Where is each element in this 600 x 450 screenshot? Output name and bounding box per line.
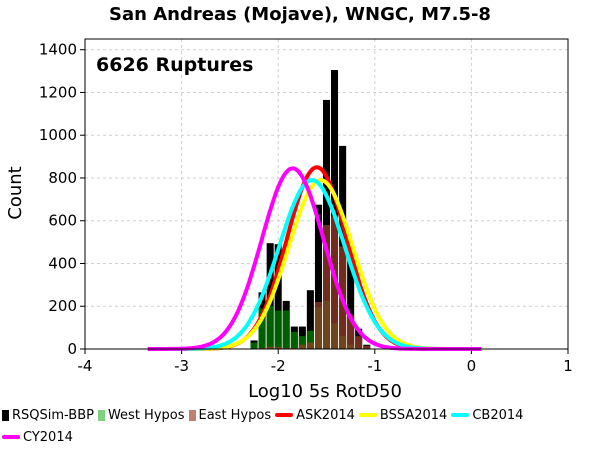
legend-item-rsqsim: RSQSim-BBP (2, 408, 94, 423)
legend-label-east-hypos: East Hypos (198, 407, 272, 423)
x-axis-label: Log10 5s RotD50 (248, 381, 402, 402)
east-hypos-bar (347, 314, 355, 349)
x-tick-label: -3 (174, 357, 189, 375)
x-tick-label: -1 (367, 357, 382, 375)
east-hypos-bar (290, 347, 298, 349)
legend-swatch-rsqsim (2, 409, 9, 421)
cy2014-curve (147, 166, 482, 351)
y-tick-label: 1200 (39, 83, 77, 101)
y-tick-label: 800 (48, 169, 77, 187)
legend-item-bssa2014: BSSA2014 (358, 407, 448, 423)
east-hypos-bar (322, 225, 331, 349)
legend-label-cb2014: CB2014 (472, 407, 524, 423)
west-hypos-bar (266, 306, 274, 349)
east-hypos-bar (355, 336, 363, 349)
legend-item-cy2014: CY2014 (2, 430, 73, 445)
legend-row-1: RSQSim-BBP West Hypos East Hypos ASK2014… (0, 404, 600, 426)
east-hypos-bar (306, 342, 314, 349)
y-tick-label: 1000 (39, 126, 77, 144)
rsqsim-bar (306, 290, 314, 349)
x-tick-label: -2 (271, 357, 286, 375)
east-hypos-bar (258, 347, 266, 349)
legend-label-west-hypos: West Hypos (107, 407, 185, 423)
rsqsim-bar (322, 99, 331, 350)
ask2014-curve (147, 165, 482, 351)
x-tick-label: 1 (563, 357, 573, 375)
legend: RSQSim-BBP West Hypos East Hypos ASK2014… (0, 404, 600, 448)
east-hypos-bar (363, 345, 371, 349)
west-hypos-bar (306, 330, 314, 349)
gmpe-curves (147, 165, 482, 351)
east-hypos-bar (314, 301, 323, 349)
y-tick-label: 200 (48, 297, 77, 315)
west-hypos-bar (290, 331, 298, 349)
x-tick-label: 0 (467, 357, 477, 375)
y-tick-label: 600 (48, 212, 77, 230)
east-hypos-bar (298, 344, 306, 349)
east-hypos-bar (266, 346, 274, 349)
west-hypos-bar (250, 342, 258, 349)
rsqsim-bar (347, 260, 355, 349)
west-hypos-bar (282, 310, 290, 349)
legend-swatch-ask2014 (275, 413, 294, 417)
legend-item-east-hypos: East Hypos (188, 407, 272, 423)
y-tick-label: 400 (48, 254, 77, 272)
chart-title: San Andreas (Mojave), WNGC, M7.5-8 (109, 4, 491, 25)
rupture-count-annotation: 6626 Ruptures (96, 54, 253, 76)
legend-swatch-cy2014 (2, 435, 20, 439)
legend-label-cy2014: CY2014 (23, 429, 73, 445)
x-tick-label: -4 (78, 357, 93, 375)
legend-swatch-east-hypos (188, 409, 196, 421)
west-hypos-bar (298, 336, 306, 349)
rsqsim-bar (274, 244, 282, 349)
legend-item-west-hypos: West Hypos (97, 407, 185, 423)
legend-swatch-cb2014 (451, 413, 470, 417)
west-hypos-bar (258, 308, 266, 349)
legend-swatch-west-hypos (97, 409, 105, 421)
west-hypos-bar (274, 310, 282, 349)
y-tick-label: 1400 (39, 41, 77, 59)
y-axis-label: Count (5, 166, 26, 219)
legend-label-bssa2014: BSSA2014 (379, 407, 448, 423)
east-hypos-bar (282, 347, 290, 349)
rsqsim-bar (314, 204, 323, 349)
y-tick-label: 0 (67, 340, 77, 358)
legend-item-cb2014: CB2014 (451, 408, 523, 423)
rsqsim-bar (330, 70, 339, 349)
legend-row-2: CY2014 (0, 426, 600, 448)
east-hypos-bar (274, 346, 282, 349)
legend-swatch-bssa2014 (358, 413, 377, 417)
plot-frame (84, 38, 569, 350)
legend-label-rsqsim: RSQSim-BBP (12, 407, 94, 423)
legend-label-ask2014: ASK2014 (296, 407, 355, 423)
axis-ticks: -4 -3 -2 -1 0 1 0 200 400 600 800 1000 1200 1400 (39, 41, 573, 375)
legend-item-ask2014: ASK2014 (275, 408, 355, 423)
